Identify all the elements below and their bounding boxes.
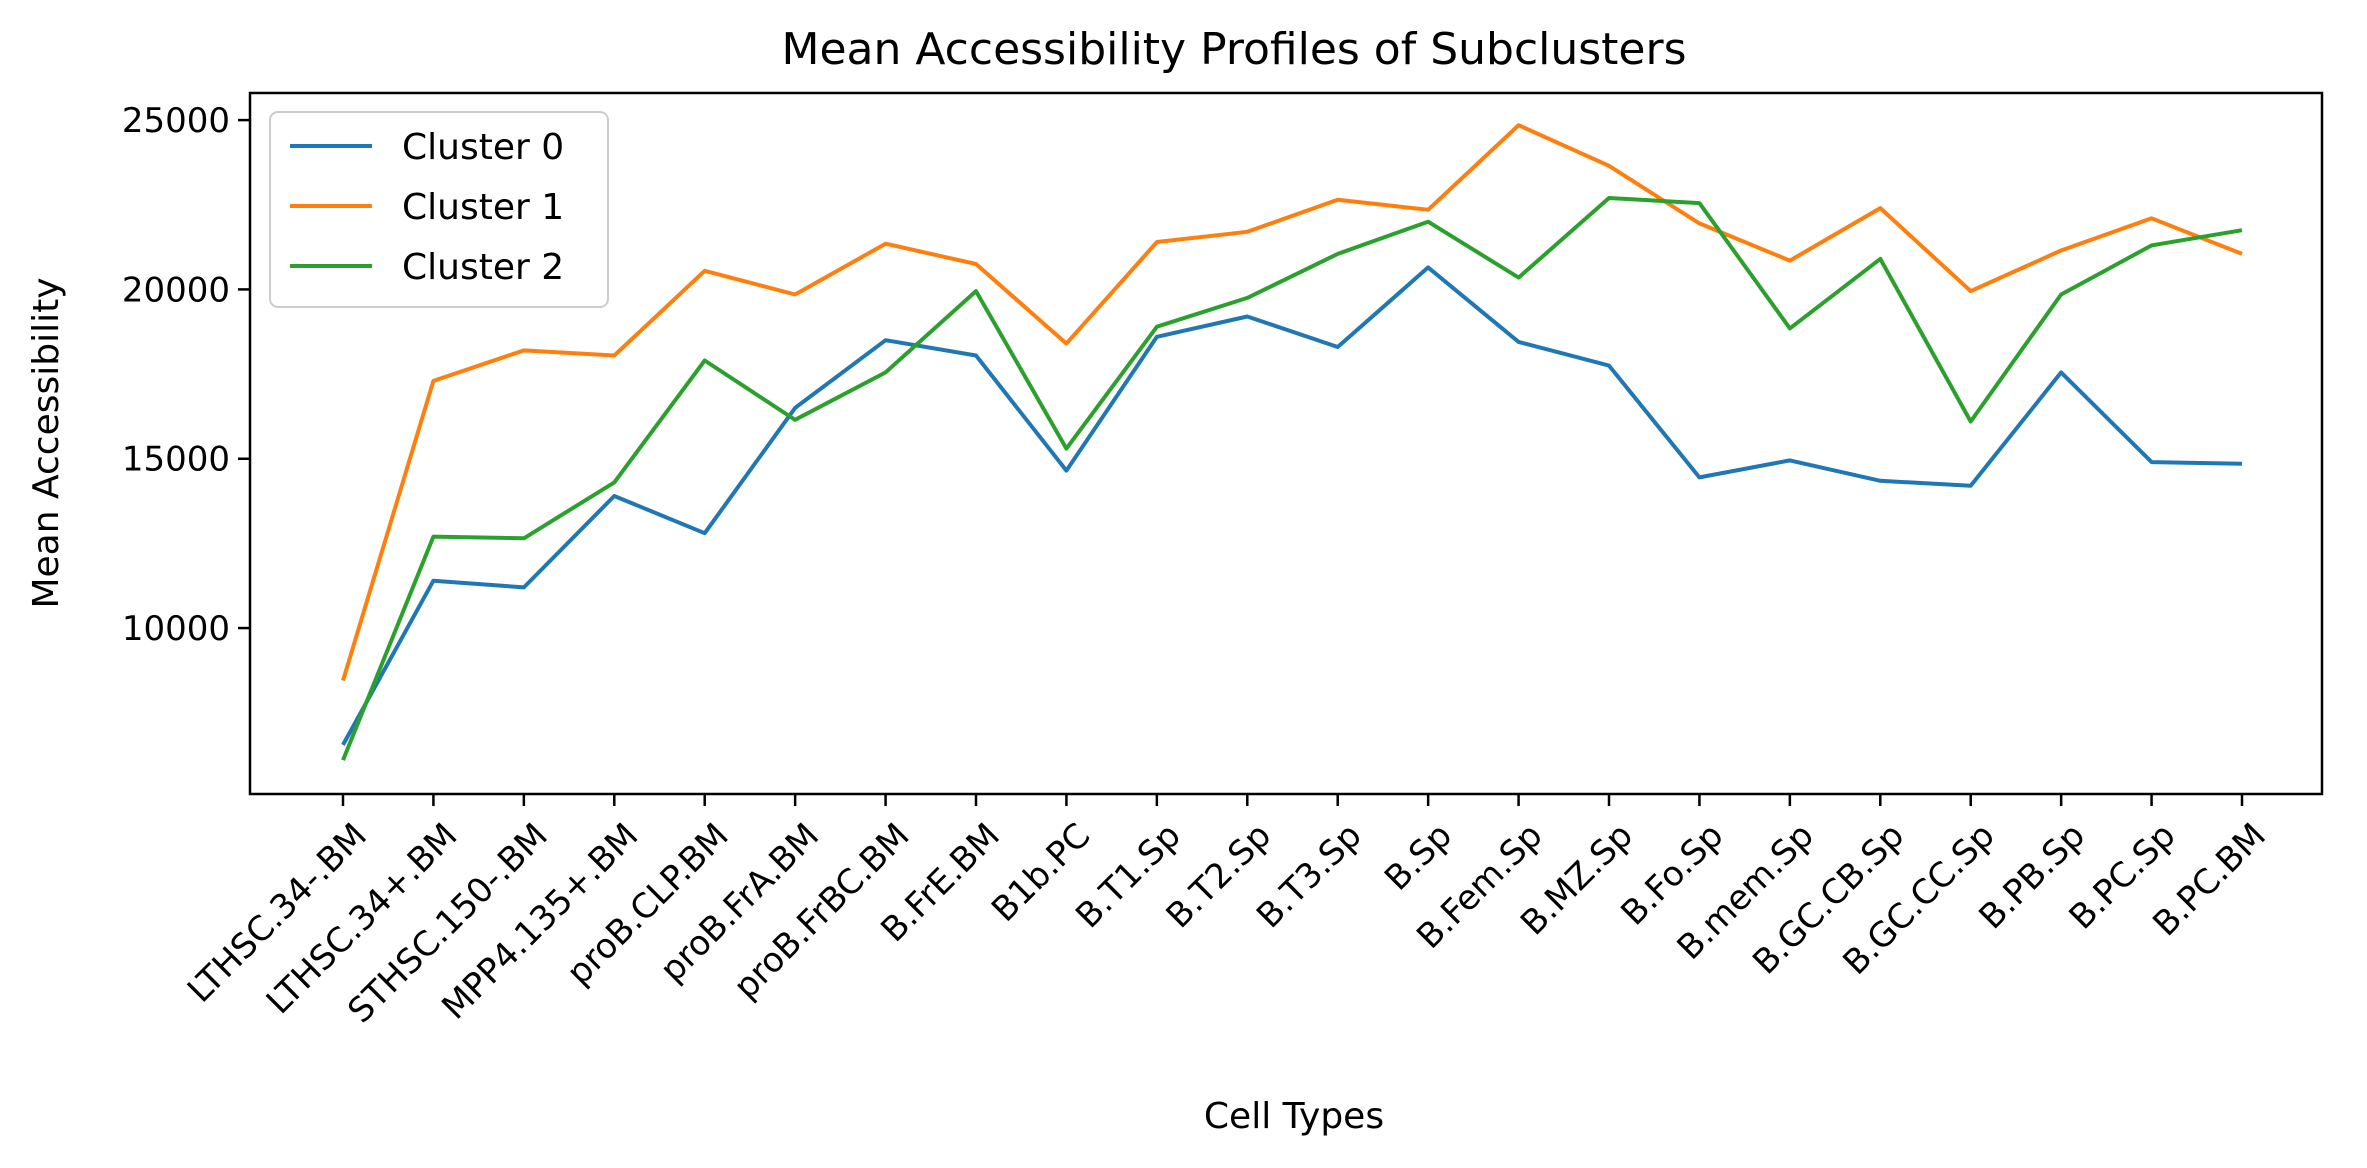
y-axis-label: Mean Accessibility xyxy=(26,277,67,608)
y-tick-label: 25000 xyxy=(122,101,230,141)
y-axis: 10000 15000 20000 25000 xyxy=(122,101,250,649)
legend-label-cluster-2: Cluster 2 xyxy=(402,247,564,288)
legend-label-cluster-0: Cluster 0 xyxy=(402,127,564,168)
plot-lines xyxy=(341,123,2243,761)
x-axis-label: Cell Types xyxy=(1204,1096,1384,1137)
y-tick-label: 15000 xyxy=(122,440,230,480)
legend-label-cluster-1: Cluster 1 xyxy=(402,187,564,228)
chart-title: Mean Accessibility Profiles of Subcluste… xyxy=(781,24,1686,75)
y-tick-label: 20000 xyxy=(122,270,230,310)
plot-frame xyxy=(248,91,2324,796)
series-line-cluster-0 xyxy=(341,265,2243,746)
legend: Cluster 0 Cluster 1 Cluster 2 xyxy=(269,111,609,308)
y-tick-label: 10000 xyxy=(122,609,230,649)
x-axis: LTHSC.34-.BMLTHSC.34+.BMSTHSC.150-.BMMPP… xyxy=(180,794,2274,1031)
series-line-cluster-2 xyxy=(341,196,2243,761)
x-tick-label: B.Sp xyxy=(1377,816,1460,899)
legend-box xyxy=(269,111,609,308)
series-line-cluster-1 xyxy=(341,123,2243,682)
